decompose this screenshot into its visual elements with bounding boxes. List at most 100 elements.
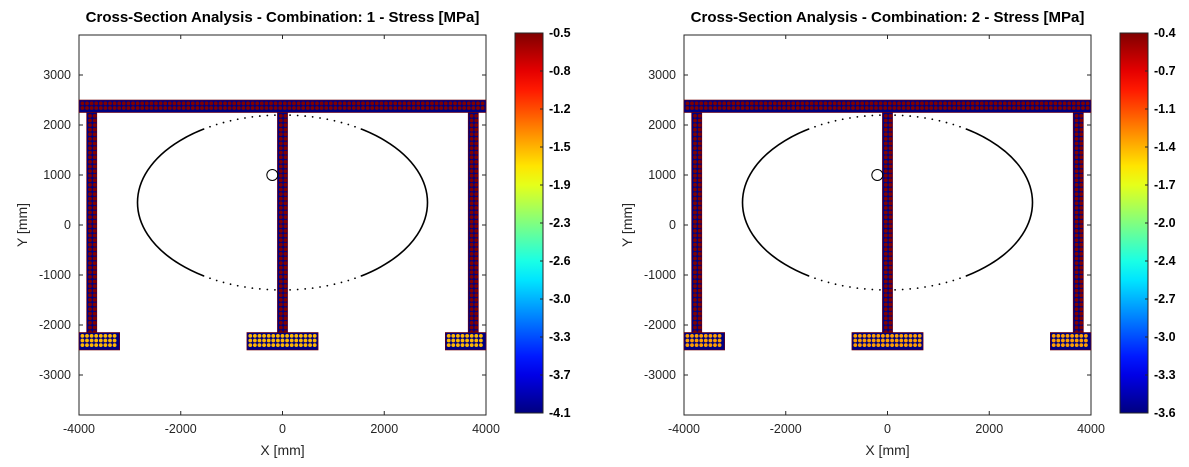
fiber-point xyxy=(924,106,929,110)
fiber-point xyxy=(292,106,296,110)
colorbar-tick-label: -1.4 xyxy=(1154,140,1176,154)
fiber-point xyxy=(883,132,888,137)
fiber-point xyxy=(888,150,893,155)
fiber-point xyxy=(103,343,108,347)
fiber-point xyxy=(469,284,474,288)
fiber-point xyxy=(745,106,750,110)
fiber-point xyxy=(903,343,908,347)
fiber-point xyxy=(469,146,474,151)
fiber-point xyxy=(241,106,246,110)
fiber-point xyxy=(883,307,888,311)
fiber-point xyxy=(929,106,934,110)
fiber-point xyxy=(913,334,917,338)
fiber-point xyxy=(892,101,897,106)
fiber-point xyxy=(92,114,97,118)
fiber-point xyxy=(1079,206,1084,210)
ellipse-dot xyxy=(347,123,350,126)
fiber-point xyxy=(278,279,283,284)
ellipse-dot xyxy=(965,128,968,131)
fiber-point xyxy=(469,298,474,302)
fiber-point xyxy=(474,114,479,118)
fiber-point xyxy=(92,284,97,288)
fiber-point xyxy=(88,118,92,123)
fiber-point xyxy=(864,101,869,106)
fiber-point xyxy=(283,164,288,169)
fiber-point xyxy=(283,127,288,132)
fiber-point xyxy=(685,334,690,338)
fiber-point xyxy=(278,302,283,307)
fiber-point xyxy=(890,338,894,343)
fiber-point xyxy=(451,334,456,338)
fiber-point xyxy=(446,334,451,338)
fiber-point xyxy=(298,343,303,347)
fiber-point xyxy=(1053,106,1058,110)
fiber-point xyxy=(476,101,480,106)
ellipse-dot xyxy=(894,114,896,117)
fiber-point xyxy=(823,101,828,106)
fiber-point xyxy=(92,164,97,169)
fiber-point xyxy=(108,334,112,338)
fiber-point xyxy=(474,242,479,247)
fiber-point xyxy=(278,284,283,288)
fiber-point xyxy=(283,229,288,233)
fiber-point xyxy=(846,101,851,106)
fiber-point xyxy=(726,101,731,106)
fiber-point xyxy=(1079,146,1084,151)
fiber-point xyxy=(690,106,694,110)
fiber-point xyxy=(149,101,154,106)
fiber-point xyxy=(1079,141,1084,146)
fiber-point xyxy=(1061,334,1065,338)
fiber-point xyxy=(1074,288,1079,293)
fiber-point xyxy=(88,150,92,155)
fiber-point xyxy=(1074,118,1079,123)
fiber-point xyxy=(814,106,819,110)
fiber-point xyxy=(460,338,465,343)
fiber-point xyxy=(88,201,92,206)
fiber-point xyxy=(289,334,294,338)
fiber-point xyxy=(92,298,97,302)
fiber-point xyxy=(266,343,271,347)
fiber-point xyxy=(1079,311,1084,316)
fiber-point xyxy=(278,206,283,210)
fiber-point xyxy=(697,146,702,151)
fiber-point xyxy=(163,106,168,110)
fiber-point xyxy=(853,338,858,343)
fiber-point xyxy=(713,101,717,106)
fiber-point xyxy=(685,338,690,343)
fiber-point xyxy=(1074,169,1079,174)
fiber-point xyxy=(888,238,893,243)
fiber-point xyxy=(800,101,805,106)
fiber-point xyxy=(690,101,694,106)
fiber-point xyxy=(883,224,888,229)
fiber-point xyxy=(88,173,92,178)
fiber-point xyxy=(397,106,402,110)
fiber-point xyxy=(474,343,479,347)
fiber-point xyxy=(697,173,702,178)
fiber-point xyxy=(88,316,92,321)
fiber-point xyxy=(888,173,893,178)
fiber-point xyxy=(708,106,713,110)
ellipse-dot xyxy=(916,116,919,118)
fiber-point xyxy=(703,106,708,110)
fiber-point xyxy=(319,101,324,106)
fiber-point xyxy=(693,210,697,215)
fiber-point xyxy=(469,275,474,279)
fiber-point xyxy=(915,106,920,110)
fiber-point xyxy=(92,307,97,311)
fiber-point xyxy=(172,106,177,110)
fiber-point xyxy=(795,101,800,106)
fiber-point xyxy=(474,233,479,238)
fiber-point xyxy=(708,334,713,338)
fiber-point xyxy=(1079,219,1084,224)
fiber-point xyxy=(1039,101,1044,106)
fiber-point xyxy=(754,101,759,106)
fiber-point xyxy=(407,106,411,110)
fiber-point xyxy=(338,106,342,110)
fiber-point xyxy=(883,201,888,206)
ellipse-dot xyxy=(209,277,211,280)
fiber-point xyxy=(697,256,702,261)
fiber-point xyxy=(89,106,94,110)
fiber-point xyxy=(759,106,763,110)
fiber-point xyxy=(88,160,92,164)
fiber-point xyxy=(283,302,288,307)
